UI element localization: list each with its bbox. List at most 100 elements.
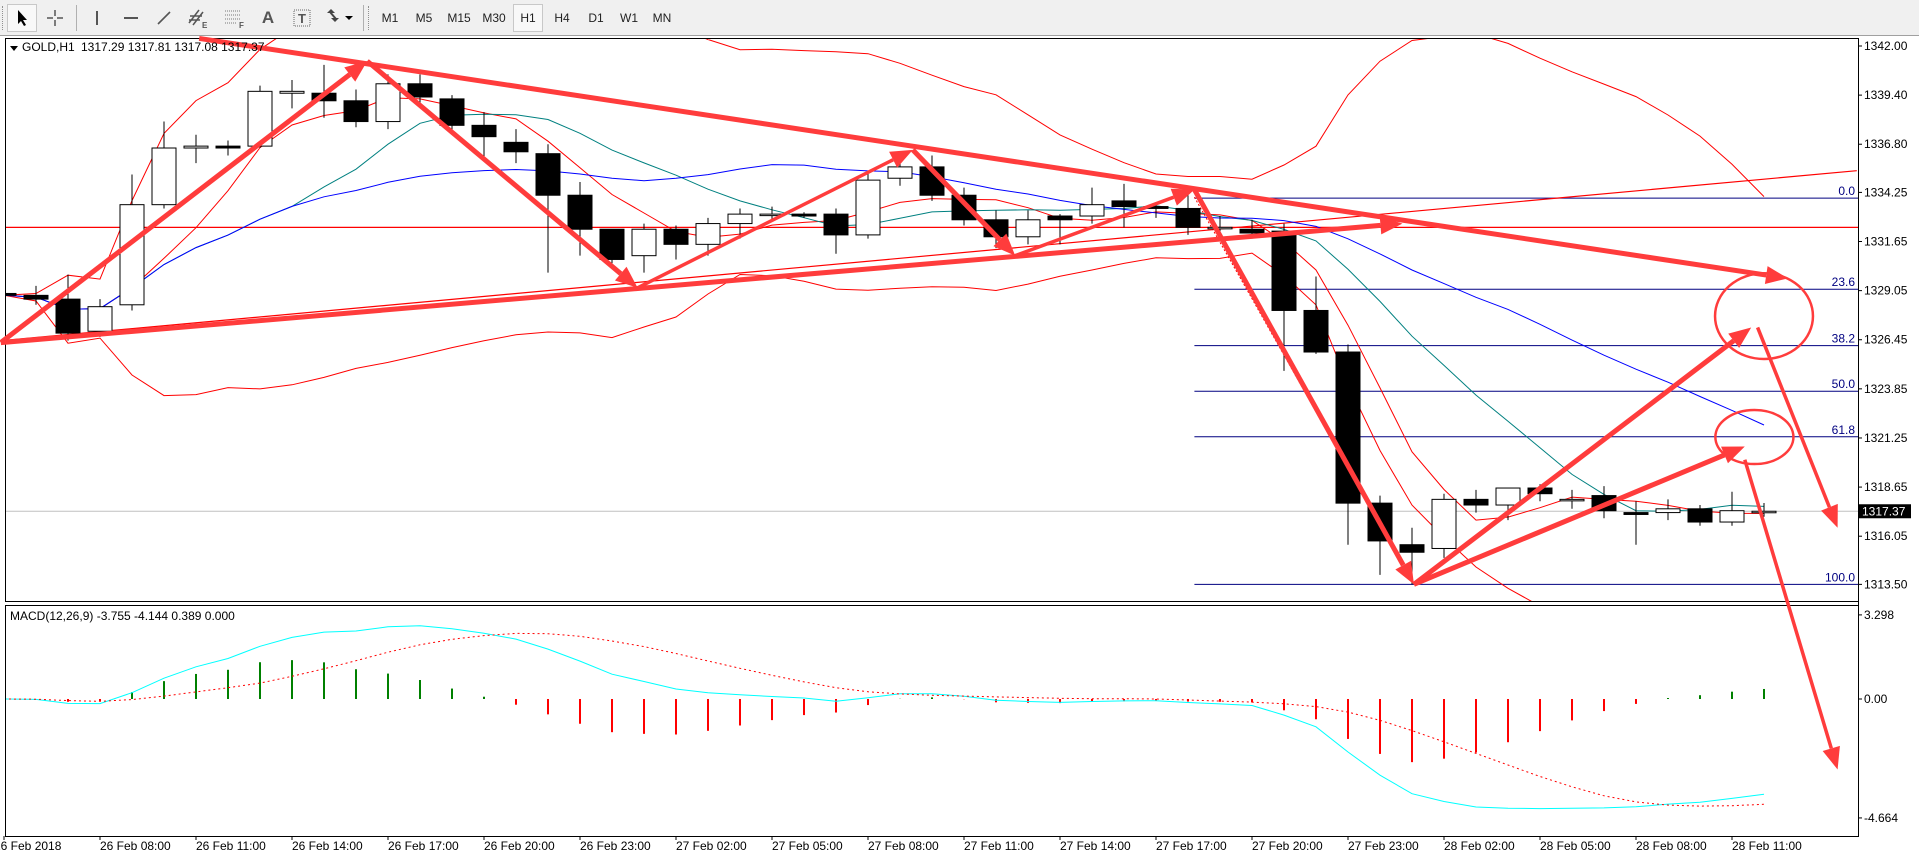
- arrow-drawing[interactable]: [1755, 326, 1838, 528]
- cursor-button[interactable]: [7, 4, 37, 32]
- trendline[interactable]: [1, 170, 1857, 341]
- trendline-button[interactable]: [150, 4, 178, 32]
- candle[interactable]: [55, 274, 81, 341]
- candle[interactable]: [0, 284, 17, 305]
- main-chart-panel[interactable]: [5, 38, 1859, 602]
- candle[interactable]: [1175, 195, 1201, 235]
- candle[interactable]: [663, 225, 689, 260]
- equidistant-channel-button[interactable]: E: [184, 4, 214, 32]
- toolbar-grip[interactable]: [2, 6, 6, 30]
- timeframe-m30[interactable]: M30: [482, 11, 506, 25]
- arrow-drawing[interactable]: [1412, 446, 1745, 587]
- candle-body: [439, 98, 465, 126]
- candle[interactable]: [823, 208, 849, 254]
- candle-body: [663, 228, 689, 245]
- candle-body: [503, 141, 529, 153]
- candle[interactable]: [343, 89, 369, 128]
- price-axis-label: 1313.50: [1864, 577, 1908, 591]
- candle-body: [55, 298, 81, 334]
- timeframe-h4[interactable]: H4: [554, 11, 570, 25]
- candle[interactable]: [215, 140, 241, 156]
- arrow-drawing[interactable]: [365, 59, 638, 288]
- current-price-label: 1317.37: [1862, 504, 1906, 518]
- candle[interactable]: [727, 208, 753, 239]
- ellipse-drawing[interactable]: [1714, 408, 1795, 466]
- candle[interactable]: [1111, 183, 1137, 228]
- candle[interactable]: [375, 74, 401, 130]
- time-axis-label: 27 Feb 23:00: [1348, 839, 1419, 853]
- candle[interactable]: [87, 299, 113, 337]
- candle[interactable]: [1559, 489, 1585, 509]
- candle[interactable]: [183, 134, 209, 164]
- candle[interactable]: [119, 174, 145, 311]
- timeframe-m5[interactable]: M5: [415, 11, 433, 25]
- arrow-drawing[interactable]: [1412, 327, 1752, 587]
- text-button[interactable]: A: [254, 4, 282, 32]
- text-icon: A: [261, 8, 275, 27]
- price-axis-label: 1342.00: [1864, 39, 1908, 53]
- candle[interactable]: [1495, 487, 1521, 521]
- timeframe-mn[interactable]: MN: [652, 11, 672, 25]
- candle[interactable]: [535, 144, 561, 273]
- arrow-drawing[interactable]: [1743, 459, 1840, 770]
- candle[interactable]: [695, 217, 721, 256]
- timeframe-m1[interactable]: M1: [381, 11, 399, 25]
- vertical-line-button[interactable]: [84, 4, 110, 32]
- toolbar-grip[interactable]: [368, 6, 372, 30]
- candle[interactable]: [567, 182, 593, 256]
- candle[interactable]: [1655, 499, 1681, 521]
- candle[interactable]: [1719, 491, 1745, 526]
- candle[interactable]: [631, 223, 657, 273]
- candle[interactable]: [1431, 493, 1457, 558]
- candle[interactable]: [1687, 505, 1713, 526]
- arrow-drawing[interactable]: [911, 148, 1016, 256]
- candle-body: [1239, 228, 1265, 234]
- price-axis-label: 1321.25: [1864, 431, 1908, 445]
- arrow-drawing[interactable]: [0, 216, 1403, 346]
- candle[interactable]: [503, 129, 529, 164]
- time-axis-label: 26 Feb 17:00: [388, 839, 459, 853]
- timeframe-w1[interactable]: W1: [620, 11, 638, 25]
- candle[interactable]: [1079, 187, 1105, 224]
- timeframe-m15[interactable]: M15: [447, 11, 471, 25]
- candle[interactable]: [407, 74, 433, 105]
- candle[interactable]: [1015, 210, 1041, 245]
- drawing-objects[interactable]: [0, 35, 1840, 770]
- candle[interactable]: [151, 121, 177, 209]
- candle[interactable]: [471, 112, 497, 162]
- text-label-button[interactable]: T: [287, 4, 317, 32]
- arrow-drawing[interactable]: [636, 149, 913, 290]
- candle[interactable]: [791, 212, 817, 218]
- chart-title: GOLD,H1 1317.29 1317.81 1317.08 1317.37 …: [10, 40, 265, 623]
- ellipse-drawing[interactable]: [1713, 271, 1815, 361]
- horizontal-line-button[interactable]: [117, 4, 145, 32]
- macd-panel[interactable]: [5, 605, 1859, 837]
- arrow-drawing[interactable]: [1192, 188, 1414, 585]
- arrows-icon: [327, 9, 353, 22]
- candle[interactable]: [439, 95, 465, 133]
- fibonacci-button[interactable]: F: [220, 4, 250, 32]
- candle-body: [1687, 508, 1713, 523]
- collapse-triangle-icon[interactable]: [10, 46, 18, 51]
- arrow-drawing[interactable]: [1014, 188, 1195, 258]
- timeframe-d1[interactable]: D1: [588, 11, 604, 25]
- candle[interactable]: [599, 228, 625, 264]
- time-axis-label: 26 Feb 2018: [0, 839, 62, 853]
- macd-axis-label: -4.664: [1864, 811, 1898, 825]
- candle[interactable]: [1623, 501, 1649, 545]
- crosshair-button[interactable]: [41, 4, 69, 32]
- arrows-dropdown-button[interactable]: [322, 4, 356, 32]
- candle[interactable]: [1463, 489, 1489, 513]
- arrowhead-icon: [1821, 503, 1838, 528]
- candle-body: [375, 83, 401, 123]
- toolbar: E F A T M1 M5 M15 M30 H1 H4 D1 W1 MN: [0, 0, 1919, 36]
- candle[interactable]: [279, 80, 305, 109]
- candle[interactable]: [855, 170, 881, 239]
- candle[interactable]: [1303, 276, 1329, 354]
- candle[interactable]: [1751, 502, 1777, 517]
- fib-level-label: 0.0: [1838, 184, 1855, 198]
- candle[interactable]: [23, 285, 49, 305]
- timeframe-h1[interactable]: H1: [513, 4, 543, 32]
- arrow-drawing[interactable]: [0, 61, 368, 345]
